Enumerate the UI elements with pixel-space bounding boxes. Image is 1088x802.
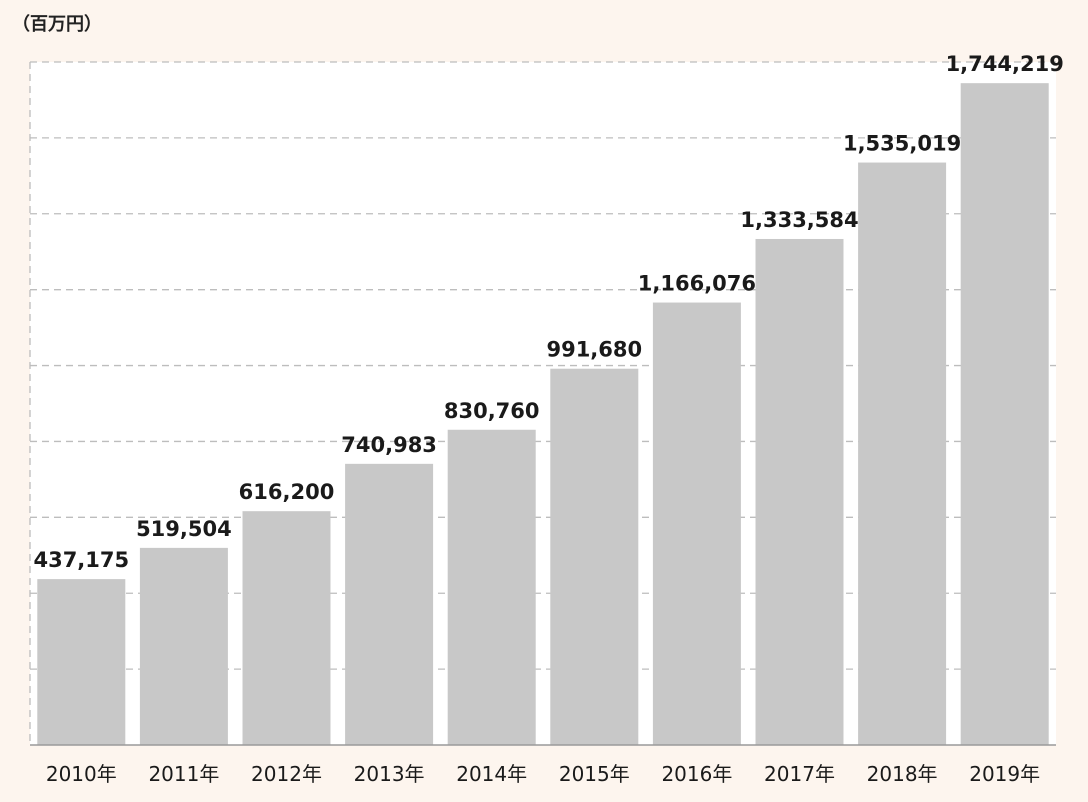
data-label: 1,744,219 xyxy=(946,52,1064,76)
x-tick-label: 2019年 xyxy=(969,762,1040,786)
data-label: 1,166,076 xyxy=(638,272,756,296)
x-tick-label: 2013年 xyxy=(354,762,425,786)
x-tick-label: 2017年 xyxy=(764,762,835,786)
bar xyxy=(345,463,434,745)
data-label: 991,680 xyxy=(546,338,642,362)
bar xyxy=(242,511,331,745)
bar xyxy=(960,83,1049,746)
unit-label: （百万円） xyxy=(12,14,102,35)
data-label: 1,333,584 xyxy=(740,208,858,232)
data-label: 616,200 xyxy=(239,480,335,504)
bar xyxy=(37,579,126,745)
data-label: 437,175 xyxy=(33,548,129,572)
x-tick-label: 2015年 xyxy=(559,762,630,786)
data-label: 519,504 xyxy=(136,517,232,541)
data-label: 1,535,019 xyxy=(843,132,961,156)
x-tick-label: 2012年 xyxy=(251,762,322,786)
bar xyxy=(858,162,947,746)
data-label: 740,983 xyxy=(341,433,437,457)
x-tick-label: 2014年 xyxy=(456,762,527,786)
x-tick-label: 2011年 xyxy=(148,762,219,786)
x-tick-label: 2010年 xyxy=(46,762,117,786)
x-tick-label: 2016年 xyxy=(661,762,732,786)
bar xyxy=(755,238,844,746)
x-tick-label: 2018年 xyxy=(867,762,938,786)
bar xyxy=(139,547,228,745)
data-label: 830,760 xyxy=(444,399,540,423)
bar xyxy=(447,429,536,745)
bar xyxy=(550,368,639,745)
bar xyxy=(652,302,741,745)
